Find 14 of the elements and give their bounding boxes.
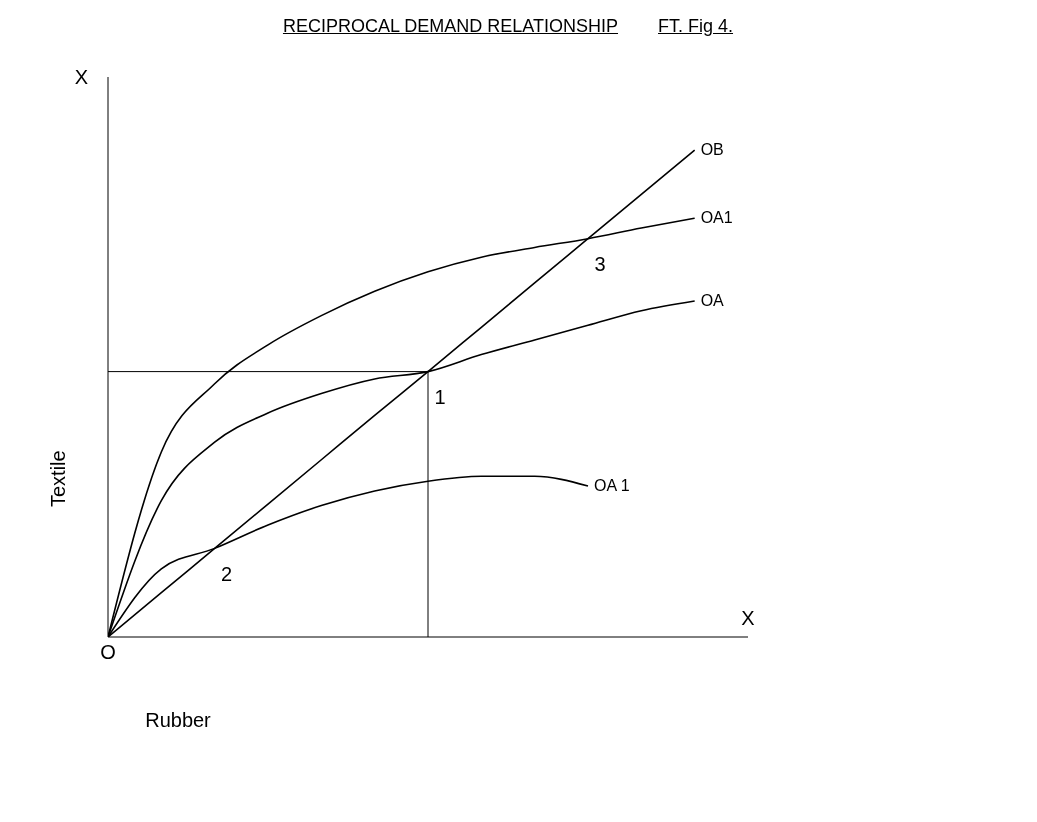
annotation: 3 [594, 252, 606, 275]
x-axis-title: Rubber [145, 709, 212, 731]
annotation: 1 [434, 385, 446, 408]
text: X [74, 66, 88, 89]
chart-subtitle: FT. Fig 4. [658, 16, 734, 37]
series-label: OA1 [700, 209, 733, 227]
chart-title: RECIPROCAL DEMAND RELATIONSHIP [282, 16, 619, 37]
y-axis-title: Textile [47, 450, 70, 507]
annotation: X [741, 607, 755, 629]
series-label: OB [700, 141, 724, 159]
series-label: OA 1 [594, 477, 630, 495]
series-label: OA [700, 292, 725, 309]
text: O [100, 641, 116, 664]
annotation: 2 [221, 562, 233, 585]
